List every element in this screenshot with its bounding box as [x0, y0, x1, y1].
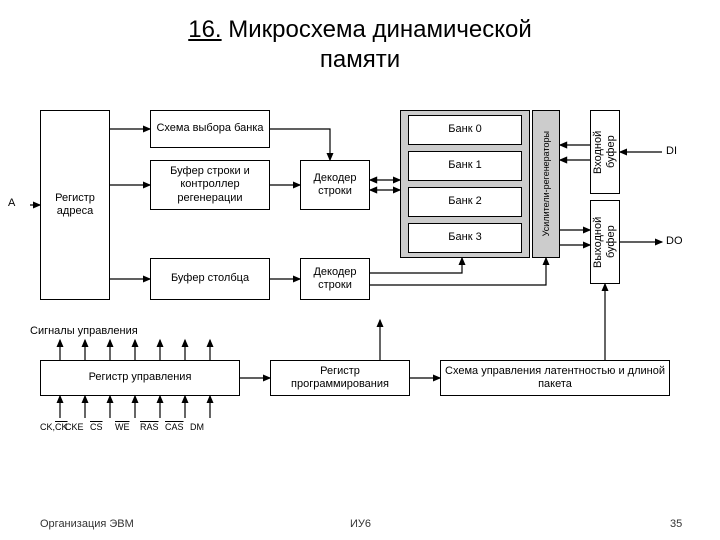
block-dec_col: Декодер строки	[300, 258, 370, 300]
block-dec_row: Декодер строки	[300, 160, 370, 210]
pin-label-5: CAS	[165, 422, 184, 432]
pin-label-4: RAS	[140, 422, 159, 432]
slide-title-line2: памяти	[0, 46, 720, 74]
label-control-signals: Сигналы управления	[30, 325, 138, 337]
arrow-9	[370, 258, 462, 273]
block-prog_reg: Регистр программирования	[270, 360, 410, 396]
block-lat_ctrl: Схема управления латентностью и длиной п…	[440, 360, 670, 396]
block-in_buf: Входной буфер	[590, 110, 620, 194]
slide-title-line1: 16. Микросхема динамической	[0, 16, 720, 44]
block-bank0: Банк 0	[408, 115, 522, 145]
pin-label-2: CS	[90, 422, 103, 432]
memory-chip-diagram: A DI DO Сигналы управления Регистр адрес…	[30, 100, 690, 460]
title-rest1: Микросхема динамической	[222, 16, 532, 43]
block-bank3: Банк 3	[408, 223, 522, 253]
block-bank_sel: Схема выбора банка	[150, 110, 270, 148]
arrow-10	[370, 258, 546, 285]
title-number: 16.	[188, 16, 221, 43]
block-out_buf: Выходной буфер	[590, 200, 620, 284]
block-amp: Усилители-регенераторы	[532, 110, 560, 258]
footer-page: 35	[670, 518, 682, 530]
label-di: DI	[666, 145, 677, 157]
footer-left: Организация ЭВМ	[40, 518, 134, 530]
pin-label-0: CK,CK	[40, 422, 68, 432]
block-bank2: Банк 2	[408, 187, 522, 217]
arrow-4	[270, 129, 330, 160]
pin-label-3: WE	[115, 422, 130, 432]
block-addr_reg: Регистр адреса	[40, 110, 110, 300]
pin-label-1: CKE	[65, 422, 84, 432]
block-col_buf: Буфер столбца	[150, 258, 270, 300]
block-ctrl_reg: Регистр управления	[40, 360, 240, 396]
pin-label-6: DM	[190, 422, 204, 432]
footer-center: ИУ6	[350, 518, 371, 530]
block-row_buf: Буфер строки и контроллер регенерации	[150, 160, 270, 210]
label-a: A	[8, 197, 15, 209]
block-bank1: Банк 1	[408, 151, 522, 181]
label-do: DO	[666, 235, 683, 247]
